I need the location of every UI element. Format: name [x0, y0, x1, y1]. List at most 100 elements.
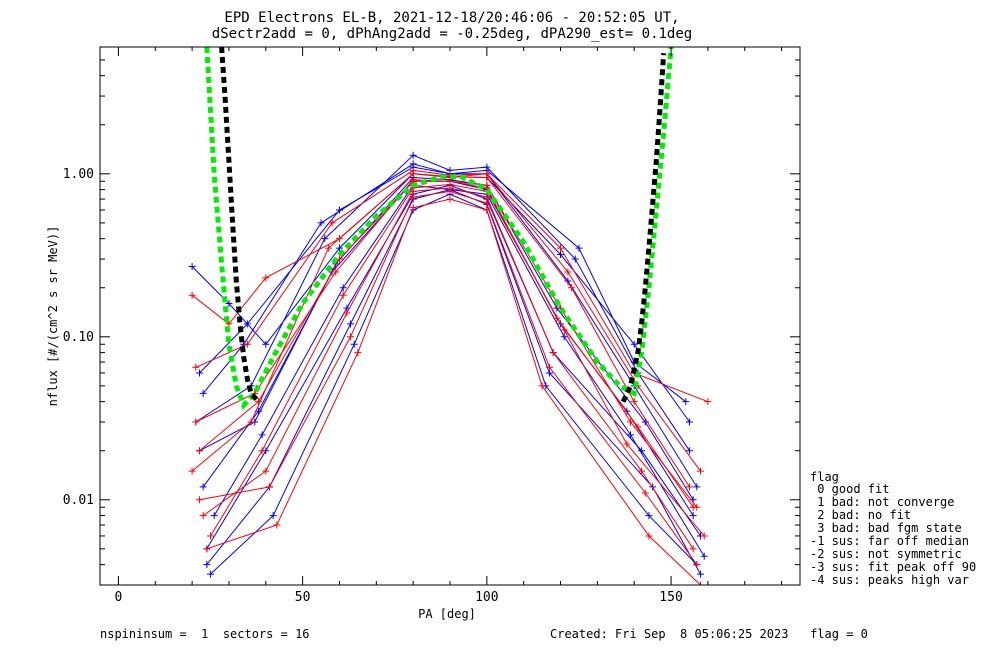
data-point [483, 173, 491, 181]
y-tick-label: 0.01 [63, 493, 94, 508]
legend-item: -4 sus: peaks high var [810, 573, 969, 587]
data-point [689, 503, 697, 511]
data-point [549, 349, 557, 357]
data-point [409, 193, 417, 201]
data-point [335, 244, 343, 252]
data-point [560, 333, 568, 341]
series-group [199, 184, 697, 553]
flag-legend: 0 good fit 1 bad: not converge 2 bad: no… [810, 483, 976, 587]
y-tick-label: 1.00 [63, 167, 94, 182]
data-point [317, 219, 325, 227]
data-point [638, 467, 646, 475]
data-point [258, 431, 266, 439]
data-point [553, 314, 561, 322]
data-point [195, 447, 203, 455]
data-point [689, 545, 697, 553]
data-point [446, 177, 454, 185]
chart-title: EPD Electrons EL-B, 2021-12-18/20:46:06 … [224, 10, 679, 26]
y-tick-label: 0.10 [63, 330, 94, 345]
data-point [203, 545, 211, 553]
data-point [269, 512, 277, 520]
data-point [630, 398, 638, 406]
data-point [575, 244, 583, 252]
data-point [409, 176, 417, 184]
data-point [192, 418, 200, 426]
series-group [188, 170, 693, 491]
data-point [645, 532, 653, 540]
data-point [262, 274, 270, 282]
data-point [347, 320, 355, 328]
data-point [243, 340, 251, 348]
data-point [324, 244, 332, 252]
data-point [343, 309, 351, 317]
data-point [199, 483, 207, 491]
data-point [207, 532, 215, 540]
data-point [409, 170, 417, 178]
data-point [630, 340, 638, 348]
series-line [213, 184, 705, 557]
data-point [192, 363, 200, 371]
data-point [564, 268, 572, 276]
data-point [557, 250, 565, 258]
data-point [641, 489, 649, 497]
data-point [409, 204, 417, 212]
data-point [704, 398, 712, 406]
data-point [446, 187, 454, 195]
series-group [195, 187, 701, 569]
series-line [210, 193, 698, 575]
footer-left: nspininsum = 1 sectors = 16 [100, 627, 310, 641]
legend-item: 2 bad: no fit [810, 508, 912, 522]
series-line [191, 173, 709, 403]
data-point [409, 160, 417, 168]
data-point [195, 369, 203, 377]
series-group [192, 166, 705, 475]
legend-item: 3 bad: bad fgm state [810, 521, 962, 535]
data-point [321, 235, 329, 243]
x-tick-label: 150 [659, 590, 682, 605]
data-point [339, 284, 347, 292]
series-group [188, 170, 693, 426]
data-point [199, 389, 207, 397]
data-point [258, 447, 266, 455]
data-point [697, 467, 705, 475]
series-group [203, 195, 705, 585]
x-axis-label: PA [deg] [418, 607, 476, 621]
fit-curve [204, 47, 674, 410]
data-point [247, 418, 255, 426]
data-point [188, 262, 196, 270]
data-point [693, 483, 701, 491]
data-point [697, 570, 705, 578]
footer-right: Created: Fri Sep 8 05:06:25 2023 flag = … [550, 627, 868, 641]
data-point [188, 467, 196, 475]
series-line [210, 183, 705, 537]
series-line [199, 190, 698, 565]
series-line [199, 166, 698, 488]
data-point [225, 300, 233, 308]
data-point [339, 291, 347, 299]
data-point [446, 195, 454, 203]
x-tick-label: 50 [295, 590, 311, 605]
data-point [697, 581, 705, 585]
fit-curve [620, 53, 667, 403]
legend-item: -2 sus: not symmetric [810, 547, 962, 561]
data-point [693, 561, 701, 569]
data-point [203, 561, 211, 569]
legend-item: 0 good fit [810, 482, 890, 496]
data-point [347, 333, 355, 341]
data-point [634, 423, 642, 431]
data-point [700, 552, 708, 560]
data-point [685, 418, 693, 426]
data-point [627, 418, 635, 426]
data-point [332, 268, 340, 276]
data-point [188, 291, 196, 299]
data-point [700, 532, 708, 540]
legend-item: 1 bad: not converge [810, 495, 955, 509]
chart-subtitle: dSectr2add = 0, dPhAng2add = -0.25deg, d… [212, 26, 692, 42]
fit-curve [219, 47, 261, 404]
data-layer [188, 47, 712, 585]
data-point [262, 467, 270, 475]
data-point [483, 199, 491, 207]
data-point [645, 512, 653, 520]
series-line [191, 173, 690, 423]
